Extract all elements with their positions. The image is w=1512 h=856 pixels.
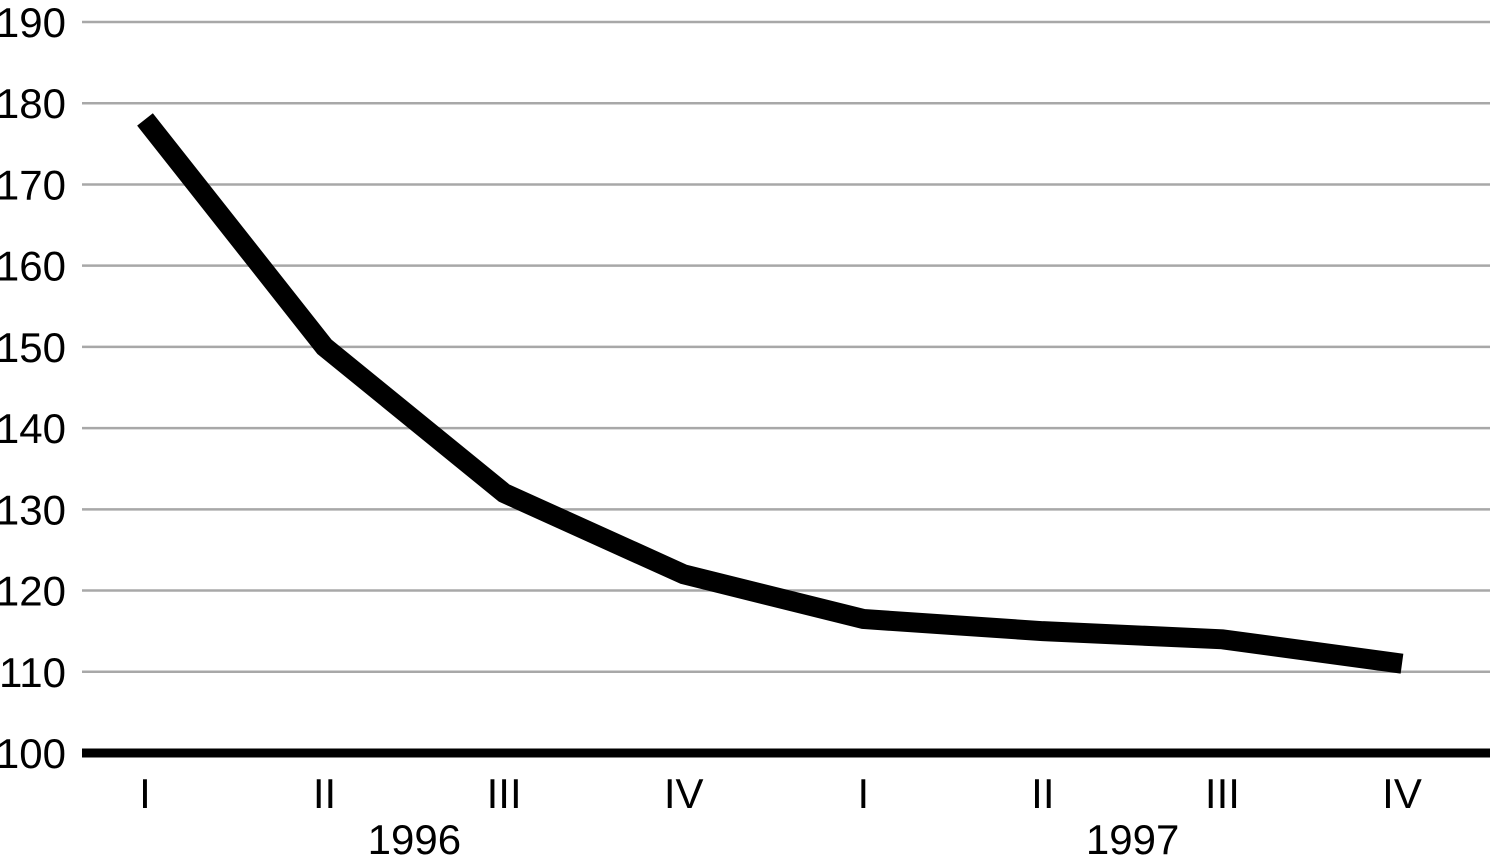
y-axis-labels-group: 100 110 120 130 140 150 160 170 180 190 xyxy=(0,0,66,777)
y-axis-tick-label: 110 xyxy=(0,649,66,696)
y-axis-tick-label: 180 xyxy=(0,80,66,127)
x-axis-quarter-label: III xyxy=(1205,770,1240,817)
x-axis-quarter-label: III xyxy=(487,770,522,817)
y-axis-tick-label: 100 xyxy=(0,730,66,777)
y-axis-tick-label: 130 xyxy=(0,486,66,533)
x-axis-quarter-label: II xyxy=(313,770,336,817)
x-axis-quarter-label: IV xyxy=(1382,770,1422,817)
x-axis-year-label: 1996 xyxy=(368,816,461,856)
x-axis-quarter-label: IV xyxy=(664,770,704,817)
y-axis-tick-label: 150 xyxy=(0,324,66,371)
series-line xyxy=(137,113,1404,674)
x-axis-quarter-label: I xyxy=(139,770,151,817)
x-axis-quarter-label: II xyxy=(1031,770,1054,817)
y-axis-tick-label: 170 xyxy=(0,161,66,208)
x-axis-quarter-label: I xyxy=(857,770,869,817)
y-axis-tick-label: 120 xyxy=(0,568,66,615)
series-line-group xyxy=(137,113,1404,674)
x-axis-quarter-labels-group: I II III IV I II III IV xyxy=(139,770,1422,817)
y-axis-tick-label: 190 xyxy=(0,0,66,46)
y-axis-tick-label: 140 xyxy=(0,405,66,452)
y-axis-tick-label: 160 xyxy=(0,243,66,290)
x-axis-year-label: 1997 xyxy=(1086,816,1179,856)
x-axis-year-labels-group: 1996 1997 xyxy=(368,816,1180,856)
